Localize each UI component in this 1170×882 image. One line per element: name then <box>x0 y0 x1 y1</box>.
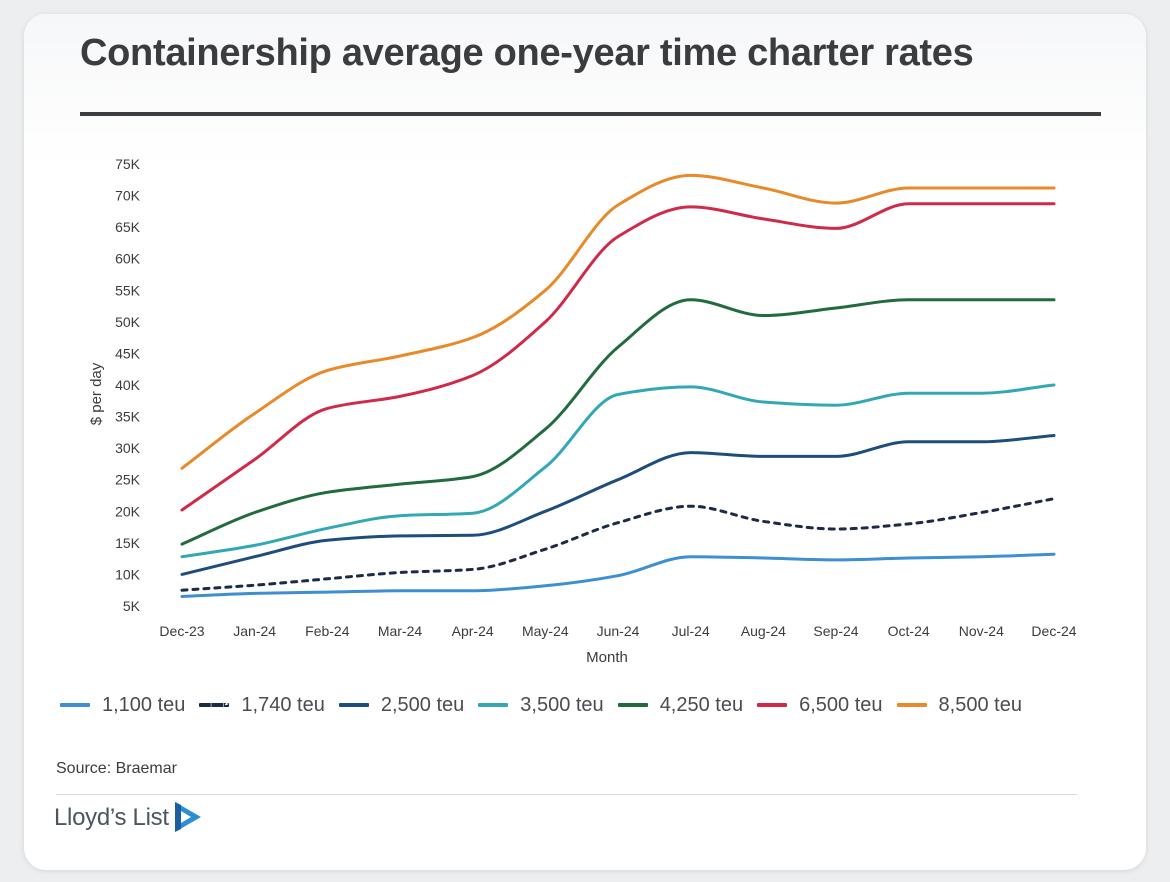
y-tick-label: 40K <box>115 377 141 393</box>
chart-legend: 1,100 teu 1,740 teu 2,500 teu 3,500 teu 4,25… <box>60 690 1036 720</box>
x-tick-label: Jan-24 <box>233 623 276 639</box>
legend-item: 1,740 teu <box>199 693 325 717</box>
brand-arrow-icon <box>174 802 201 832</box>
legend-item: 3,500 teu <box>478 693 604 717</box>
x-tick-label: Apr-24 <box>452 623 494 639</box>
legend-label: 6,500 teu <box>799 693 883 716</box>
x-tick-label: Jul-24 <box>672 623 710 639</box>
series-line-2500teuteu <box>180 434 1056 576</box>
y-tick-label: 65K <box>115 219 141 235</box>
x-tick-label: Sep-24 <box>813 623 858 639</box>
legend-label: 3,500 teu <box>520 693 604 716</box>
x-tick-label: Oct-24 <box>888 623 930 639</box>
series-line-6500teuteu <box>180 202 1056 512</box>
y-tick-label: 60K <box>115 251 141 267</box>
x-tick-label: Dec-23 <box>159 623 204 639</box>
title-divider <box>80 112 1101 116</box>
brand-name: Lloyd’s List <box>54 804 169 831</box>
legend-label: 1,100 teu <box>102 693 186 716</box>
x-tick-label: Feb-24 <box>305 623 350 639</box>
legend-swatch <box>199 703 230 707</box>
legend-item: 6,500 teu <box>757 693 883 717</box>
x-tick-label: Dec-24 <box>1031 623 1076 639</box>
y-tick-label: 50K <box>115 314 141 330</box>
legend-item: 1,100 teu <box>60 694 185 717</box>
y-tick-label: 75K <box>115 156 141 172</box>
series-line-1100teuteu <box>180 552 1056 598</box>
series-line-4250teuteu <box>180 298 1056 546</box>
legend-item: 8,500 teu <box>896 693 1022 717</box>
footer-divider <box>56 794 1077 795</box>
x-tick-label: Mar-24 <box>378 623 423 639</box>
y-tick-label: 5K <box>123 598 141 614</box>
legend-swatch <box>617 703 648 707</box>
legend-item: 4,250 teu <box>617 693 744 717</box>
x-tick-label: May-24 <box>522 623 569 639</box>
x-tick-label: Aug-24 <box>741 623 786 639</box>
line-chart: 5K 10K 15K 20K 25K 30K 35K 40K 45K 50K 55K 60K 65K 70… <box>88 156 1077 666</box>
card-header-background <box>24 14 1146 164</box>
legend-swatch <box>60 703 90 707</box>
legend-swatch <box>338 703 369 707</box>
x-axis: Dec-23 Jan-24 Feb-24 Mar-24 Apr-24 May-24 Jun-… <box>159 623 1076 639</box>
source-note: Source: Braemar <box>56 760 177 777</box>
series-line-8500teuteu <box>180 173 1056 470</box>
y-tick-label: 55K <box>115 282 141 298</box>
x-tick-label: Jun-24 <box>597 623 640 639</box>
series-line-3500teuteu <box>180 383 1056 559</box>
legend-label: 1,740 teu <box>241 693 325 716</box>
y-tick-label: 10K <box>115 566 141 582</box>
y-tick-label: 35K <box>115 409 141 425</box>
lloyds-list-logo: Lloyd’s List <box>54 800 203 834</box>
chart-title: Containership average one-year time char… <box>80 32 974 74</box>
y-tick-label: 30K <box>115 440 141 456</box>
y-tick-label: 15K <box>115 535 141 551</box>
x-tick-label: Nov-24 <box>959 623 1004 639</box>
x-axis-label: Month <box>586 649 628 666</box>
y-tick-label: 25K <box>115 472 141 488</box>
series-layer <box>180 173 1056 598</box>
legend-swatch <box>896 703 927 707</box>
legend-label: 2,500 teu <box>380 693 465 716</box>
series-line-1740teuteu <box>180 497 1056 592</box>
legend-swatch <box>757 703 788 707</box>
y-tick-label: 20K <box>115 503 141 519</box>
legend-swatch <box>478 703 509 707</box>
y-tick-label: 45K <box>115 345 141 361</box>
legend-label: 4,250 teu <box>659 693 744 716</box>
legend-label: 8,500 teu <box>938 693 1022 716</box>
y-axis: 5K 10K 15K 20K 25K 30K 35K 40K 45K 50K 55K 60K 65K 70… <box>115 156 141 614</box>
y-tick-label: 70K <box>115 188 141 204</box>
legend-item: 2,500 teu <box>338 693 465 717</box>
y-axis-label: $ per day <box>88 362 105 425</box>
